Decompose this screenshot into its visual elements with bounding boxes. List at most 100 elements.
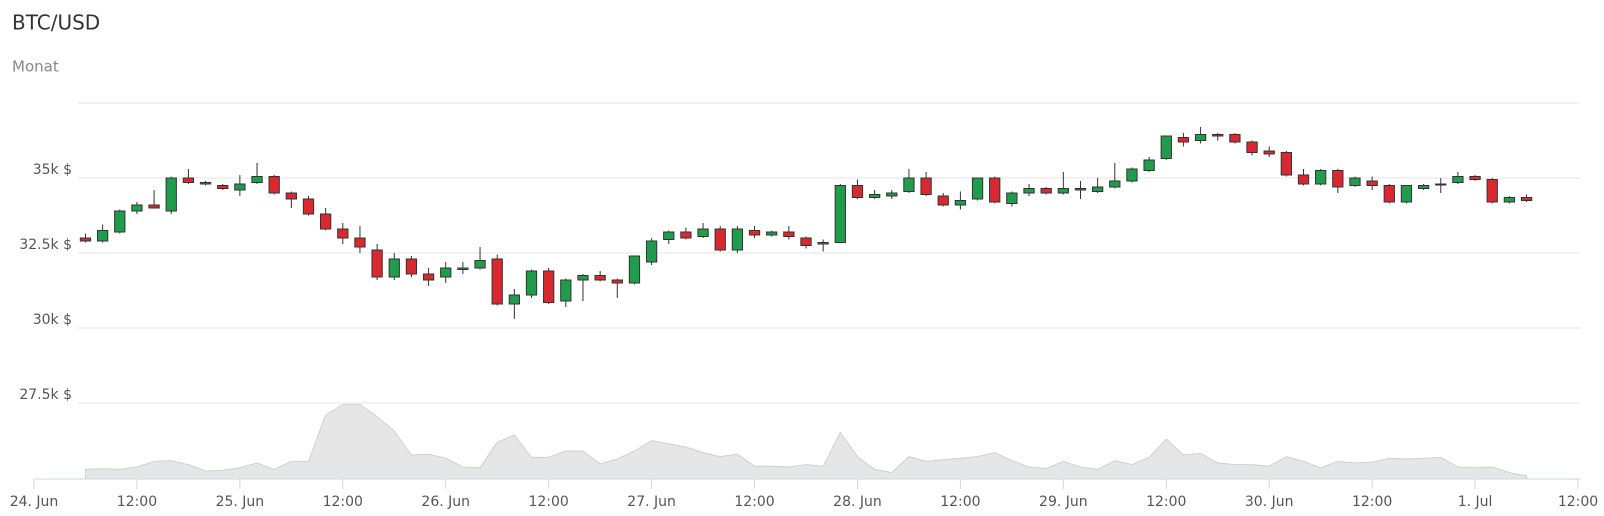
candle-body [800,237,812,246]
candle-body [1383,185,1395,203]
candle-body [903,177,915,192]
candle-body [319,213,332,230]
candle-body [422,273,435,281]
candle-body [1160,135,1172,159]
candle-body [594,275,606,281]
candle-body [337,228,349,239]
x-tick-label: 12:00 [1146,494,1186,510]
candle-body [1452,176,1464,183]
candle-body [628,255,641,284]
candle-body [886,192,898,197]
candle-body [1503,197,1516,203]
candle-body [440,267,452,278]
x-tick-label: 12:00 [117,494,157,510]
candle-body [1315,170,1327,185]
candle-body [989,177,1001,203]
candle-body [354,237,366,248]
candle-body [268,176,280,194]
candle-body [251,176,263,183]
candle-body [1417,185,1430,189]
candle-body [611,279,623,284]
x-tick-label: 12:00 [323,494,363,510]
x-tick-label: 26. Jun [421,494,470,510]
candle-body [525,270,538,296]
x-tick-label: 12:00 [1352,494,1392,510]
candle-body [182,177,195,183]
candle-body [1349,177,1361,186]
candle-body [543,270,555,303]
candle-body [1057,188,1069,194]
chart-subtitle: Monat [12,58,59,76]
candle-body [748,230,761,236]
candle-body [577,275,589,281]
candle-body [1143,159,1155,171]
candle-body [165,177,177,212]
candle-body [1109,180,1121,188]
candle-body [199,182,212,185]
y-tick-label: 35k $ [33,162,72,178]
candle-body [1040,188,1052,194]
volume-area [84,404,1528,480]
candle-body [834,185,846,243]
candle-body [868,194,881,198]
candle-body [302,198,315,215]
candle-body [1366,180,1378,186]
candle-body [817,242,829,245]
y-tick-label: 30k $ [33,312,72,328]
candle-body [457,267,469,270]
y-tick-label: 32.5k $ [19,237,72,253]
candle-body [388,258,400,278]
candle-body [1280,152,1293,176]
x-tick-label: 12:00 [940,494,980,510]
candle-body [491,258,503,305]
candle-body [645,240,658,263]
x-tick-label: 29. Jun [1039,494,1088,510]
candle-body [1074,188,1087,191]
candle-body [508,294,521,305]
y-tick-label: 27.5k $ [19,387,72,403]
x-tick-label: 12:00 [734,494,774,510]
candle-body [971,177,984,200]
candle-body [1332,170,1344,188]
candle-body [1469,176,1481,180]
candle-body [217,185,229,189]
candle-body [851,185,864,198]
candle-body [663,231,675,240]
candle-body [1297,174,1310,185]
candle-body [114,210,126,233]
x-tick-label: 28. Jun [833,494,882,510]
candle-body [954,200,967,206]
candle-body [1023,188,1035,194]
candle-body [1006,192,1018,204]
x-tick-label: 1. Jul [1458,494,1493,510]
candle-body [285,192,297,200]
candle-body [783,231,795,237]
candle-body [405,258,418,275]
candle-body [1212,134,1224,137]
candle-body [697,228,709,237]
candle-body [1229,134,1241,143]
x-tick-label: 24. Jun [10,494,59,510]
candle-body [560,279,572,302]
x-tick-label: 27. Jun [627,494,676,510]
x-tick-label: 25. Jun [216,494,265,510]
candle-body [1246,141,1258,153]
candle-body [79,237,92,242]
candle-body [1126,168,1138,182]
candle-body [234,183,246,191]
candle-body [731,228,744,251]
candle-body [1177,137,1190,143]
candle-body [474,260,486,269]
candle-body [1194,134,1207,141]
candle-body [131,204,143,212]
x-tick-label: 30. Jun [1245,494,1294,510]
candle-body [680,231,692,239]
candle-body [920,177,932,195]
candle-body [1486,179,1498,203]
candle-body [371,249,383,278]
candle-body [148,204,160,209]
chart-title: BTC/USD [12,11,100,35]
candle-body [1091,186,1104,192]
candle-body [766,231,778,236]
